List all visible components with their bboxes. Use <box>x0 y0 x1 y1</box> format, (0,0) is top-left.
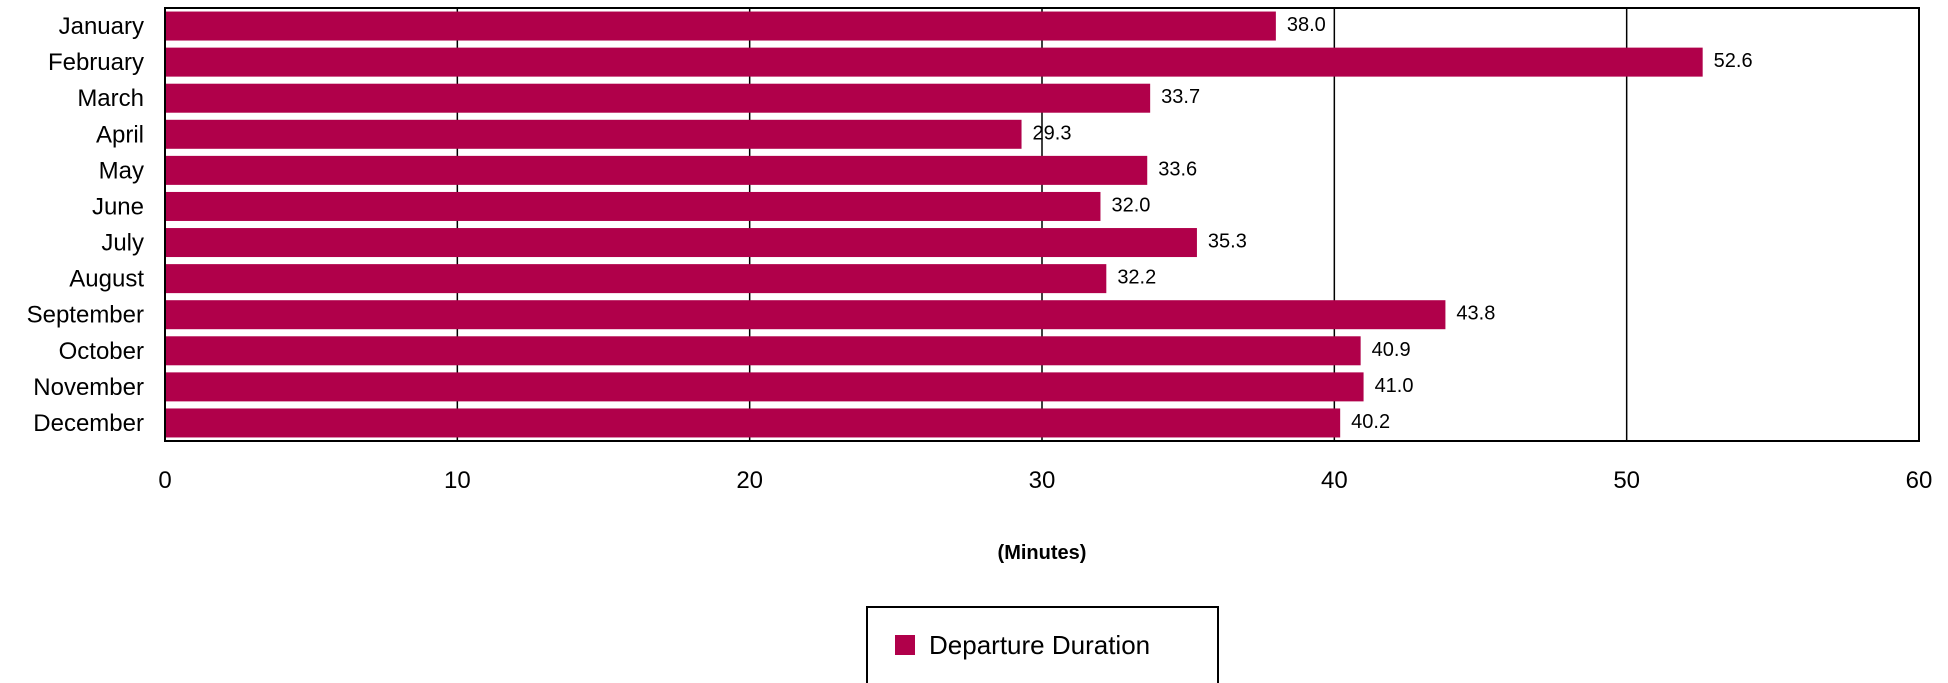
bar <box>165 300 1446 330</box>
bar <box>165 372 1364 402</box>
legend-swatch <box>895 635 915 655</box>
category-label: February <box>48 49 144 76</box>
category-label: January <box>59 13 144 40</box>
category-label: November <box>33 374 144 401</box>
category-label: June <box>92 193 144 220</box>
category-label: July <box>101 230 144 257</box>
x-tick-label: 40 <box>1321 467 1348 494</box>
x-tick-label: 20 <box>736 467 763 494</box>
x-tick-label: 0 <box>158 467 171 494</box>
data-label: 43.8 <box>1456 303 1495 325</box>
gridlines <box>456 8 1628 441</box>
bar <box>165 228 1197 258</box>
bar <box>165 264 1107 294</box>
bar <box>165 11 1276 41</box>
category-label: October <box>59 338 144 365</box>
x-axis-title: (Minutes) <box>998 542 1087 564</box>
bar <box>165 191 1101 221</box>
data-label: 40.2 <box>1351 411 1390 433</box>
bar <box>165 408 1341 438</box>
category-label: April <box>96 121 144 148</box>
data-label: 32.2 <box>1117 267 1156 289</box>
bar <box>165 336 1361 366</box>
category-labels: January February March April May June July Augu… <box>27 13 145 437</box>
bars <box>165 11 1703 438</box>
data-label: 41.0 <box>1375 375 1414 397</box>
category-label: December <box>33 410 144 437</box>
data-label: 33.7 <box>1161 86 1200 108</box>
category-label: August <box>69 266 144 293</box>
x-tick-label: 10 <box>444 467 471 494</box>
legend: Departure Duration <box>866 606 1219 683</box>
data-label: 40.9 <box>1372 339 1411 361</box>
data-labels: 38.0 52.6 33.7 29.3 33.6 32.0 35.3 32.2 43.8 40.9… <box>1033 14 1753 433</box>
x-tick-label: 30 <box>1029 467 1056 494</box>
x-tick-label: 60 <box>1906 467 1933 494</box>
data-label: 52.6 <box>1714 50 1753 72</box>
bar <box>165 83 1151 113</box>
plot-frame <box>164 7 1920 442</box>
data-label: 38.0 <box>1287 14 1326 36</box>
data-label: 33.6 <box>1158 158 1197 180</box>
bar <box>165 47 1703 77</box>
category-label: September <box>27 302 144 329</box>
x-tick-label: 50 <box>1613 467 1640 494</box>
legend-label: Departure Duration <box>929 630 1150 660</box>
data-label: 29.3 <box>1033 122 1072 144</box>
data-label: 32.0 <box>1111 194 1150 216</box>
bar <box>165 155 1148 185</box>
legend-box <box>866 606 1219 683</box>
bar <box>165 119 1022 149</box>
category-label: March <box>77 85 144 112</box>
data-label: 35.3 <box>1208 231 1247 253</box>
tick-labels: 0 10 20 30 40 50 60 <box>158 467 1932 494</box>
category-label: May <box>99 157 144 184</box>
